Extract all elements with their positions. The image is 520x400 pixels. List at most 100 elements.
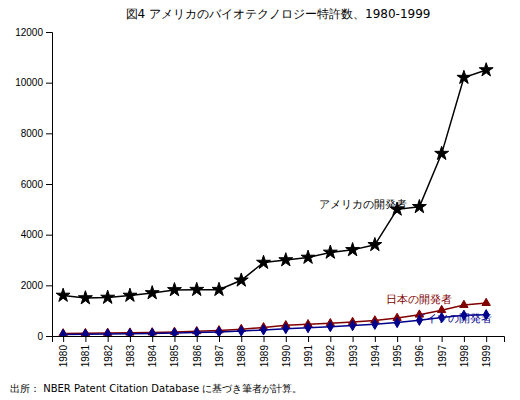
tick-label: 2000 <box>21 280 44 291</box>
tick-mark <box>241 336 242 342</box>
x-tick: 1992 <box>325 336 336 367</box>
tick-mark <box>397 336 398 342</box>
tick-label: 1992 <box>325 345 336 368</box>
series-point <box>82 329 88 336</box>
tick-label: 1998 <box>459 345 470 368</box>
series-point <box>412 199 426 212</box>
x-tick: 1991 <box>303 336 314 367</box>
series-point <box>194 327 200 336</box>
y-tick: 12000 <box>15 27 52 38</box>
series-point <box>350 321 356 331</box>
series-point <box>101 290 115 303</box>
series-line <box>63 70 486 298</box>
tick-mark <box>108 336 109 342</box>
tick-mark <box>152 336 153 342</box>
tick-mark <box>46 133 52 134</box>
series-point <box>212 282 226 295</box>
x-tick: 1997 <box>437 336 448 367</box>
tick-mark <box>330 336 331 342</box>
series-point <box>168 283 182 296</box>
x-tick: 1999 <box>481 336 492 367</box>
tick-label: 6000 <box>21 179 44 190</box>
tick-mark <box>419 336 420 342</box>
axis-line <box>53 337 505 343</box>
series-point <box>368 237 382 250</box>
tick-mark <box>130 336 131 342</box>
x-tick: 1998 <box>459 336 470 367</box>
x-tick: 1989 <box>259 336 270 367</box>
x-tick: 1995 <box>392 336 403 367</box>
series-point <box>216 327 222 336</box>
tick-label: 1983 <box>125 345 136 368</box>
series-point <box>460 300 468 307</box>
series-point <box>105 329 111 336</box>
x-tick: 1980 <box>58 336 69 367</box>
series-point <box>394 317 400 327</box>
tick-mark <box>85 336 86 342</box>
tick-mark <box>308 336 309 342</box>
series-point <box>482 298 490 305</box>
series-point <box>479 63 493 76</box>
series-point <box>346 243 360 256</box>
y-tick: 2000 <box>21 280 52 291</box>
plot: 1980198119821983198419851986198719881989… <box>15 27 504 368</box>
tick-label: 1996 <box>414 345 425 368</box>
series-point <box>435 146 449 159</box>
series-point <box>323 245 337 258</box>
x-tick: 1990 <box>281 336 292 367</box>
tick-label: 4000 <box>21 229 44 240</box>
x-tick: 1996 <box>414 336 425 367</box>
tick-label: 1999 <box>481 345 492 368</box>
tick-label: 1982 <box>103 345 114 368</box>
tick-label: 1997 <box>437 345 448 368</box>
series-point <box>60 329 66 336</box>
series-point <box>56 288 70 301</box>
tick-label: 10000 <box>15 77 43 88</box>
tick-label: 1987 <box>214 345 225 368</box>
tick-mark <box>375 336 376 342</box>
y-tick: 0 <box>37 331 52 342</box>
tick-label: 1980 <box>58 345 69 368</box>
tick-label: 1991 <box>303 345 314 368</box>
tick-mark <box>219 336 220 342</box>
tick-mark <box>442 336 443 342</box>
x-tick: 1985 <box>169 336 180 367</box>
tick-mark <box>286 336 287 342</box>
chart-svg: 1980198119821983198419851986198719881989… <box>0 0 520 400</box>
series-point <box>279 253 293 266</box>
series-point <box>372 319 378 329</box>
annotation: 日本の開発者 <box>386 293 452 306</box>
tick-label: 0 <box>37 331 43 342</box>
series-point <box>261 325 267 335</box>
series-point <box>149 328 155 336</box>
y-tick: 8000 <box>21 128 52 139</box>
series-point <box>257 255 271 268</box>
tick-label: 1985 <box>169 345 180 368</box>
annotation: ドイツの開発者 <box>415 312 492 325</box>
tick-mark <box>46 32 52 33</box>
x-tick: 1982 <box>103 336 114 367</box>
x-tick: 1987 <box>214 336 225 367</box>
x-axis: 1980198119821983198419851986198719881989… <box>53 336 505 367</box>
tick-label: 1984 <box>147 345 158 368</box>
tick-label: 1981 <box>80 345 91 368</box>
series-point <box>190 282 204 295</box>
x-tick: 1988 <box>236 336 247 367</box>
y-tick: 10000 <box>15 77 52 88</box>
marks <box>56 63 493 336</box>
annotation: アメリカの開発者 <box>319 198 407 211</box>
x-tick: 1981 <box>80 336 91 367</box>
tick-mark <box>46 285 52 286</box>
tick-label: 1993 <box>348 345 359 368</box>
annotations: アメリカの開発者日本の開発者ドイツの開発者 <box>319 198 492 324</box>
tick-mark <box>264 336 265 342</box>
tick-mark <box>46 235 52 236</box>
tick-label: 1990 <box>281 345 292 368</box>
series-point <box>301 250 315 263</box>
tick-label: 1995 <box>392 345 403 368</box>
x-tick: 1993 <box>348 336 359 367</box>
x-tick: 1984 <box>147 336 158 367</box>
tick-mark <box>486 336 487 342</box>
tick-mark <box>197 336 198 342</box>
tick-mark <box>46 83 52 84</box>
